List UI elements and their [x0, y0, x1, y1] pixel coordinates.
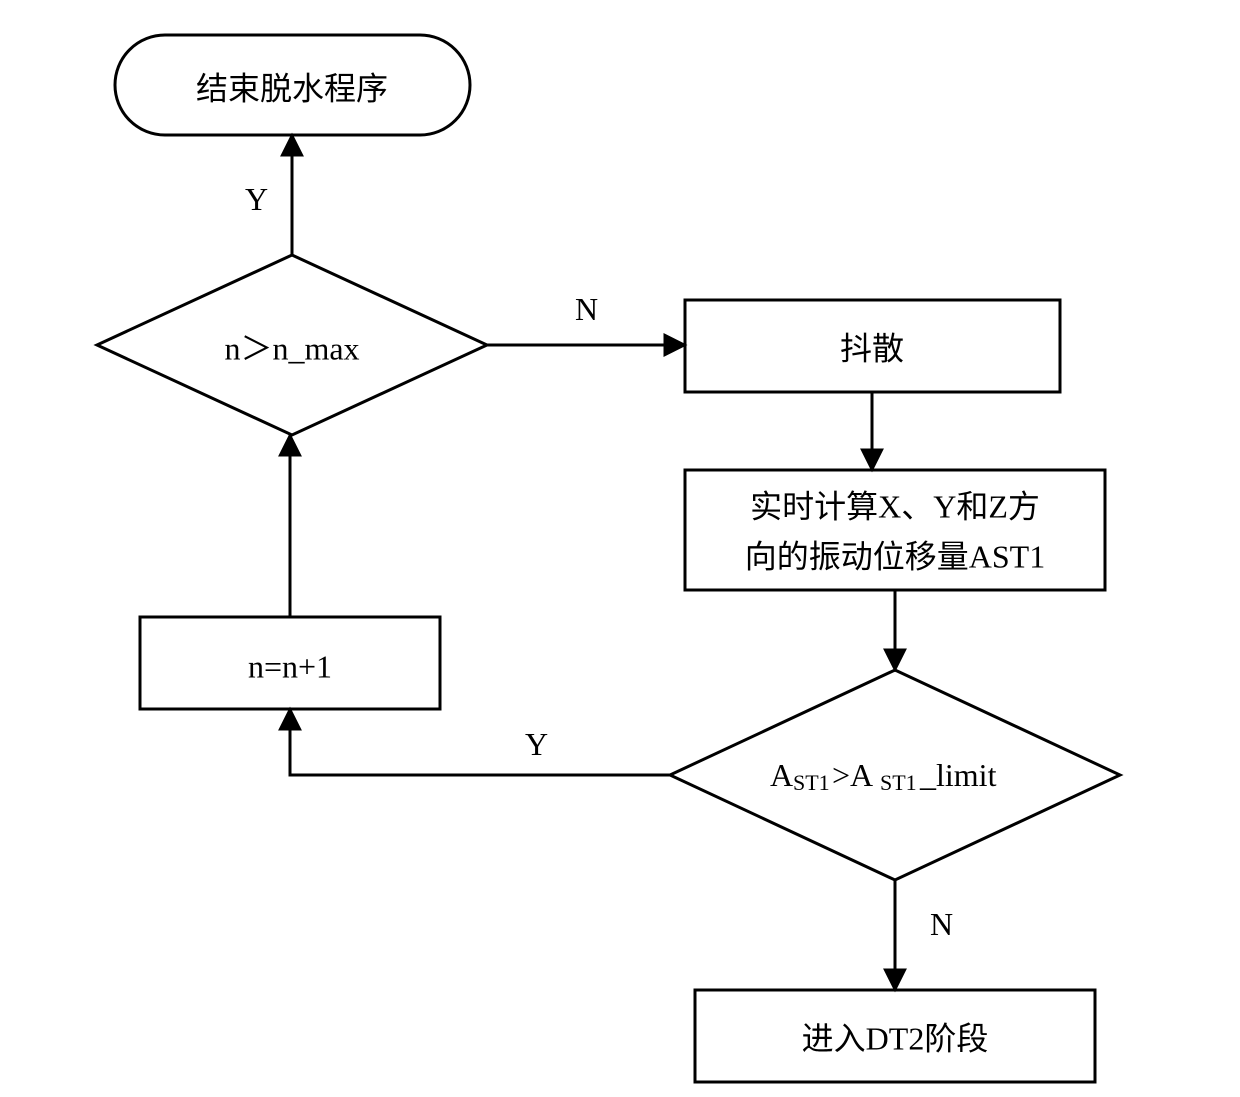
svg-text:>A: >A [832, 757, 873, 793]
process-inc-label: n=n+1 [248, 648, 332, 684]
edge-dec-ast-to-dt2-label: N [930, 906, 953, 942]
flowchart-svg: 结束脱水程序 n＞n_max 抖散 实时计算X、Y和Z方 向的振动位移量AST1… [0, 0, 1240, 1097]
process-calc-line1: 实时计算X、Y和Z方 [750, 488, 1040, 524]
process-shake-label: 抖散 [840, 330, 904, 366]
terminal-end-label: 结束脱水程序 [196, 70, 388, 106]
process-calc-line2: 向的振动位移量AST1 [745, 538, 1045, 574]
svg-text:ST1: ST1 [793, 770, 830, 795]
edge-dec-n-to-shake-label: N [575, 291, 598, 327]
svg-text:_limit: _limit [919, 757, 997, 793]
edge-dec-ast-to-inc-label: Y [525, 726, 548, 762]
svg-text:A: A [770, 757, 793, 793]
edge-dec-n-to-end-label: Y [245, 181, 268, 217]
svg-text:ST1: ST1 [880, 770, 917, 795]
edge-dec-ast-to-inc [290, 709, 670, 775]
decision-n-label: n＞n_max [224, 330, 359, 366]
decision-ast-label: A ST1 >A ST1 _limit [770, 757, 997, 795]
process-dt2-label: 进入DT2阶段 [802, 1020, 989, 1056]
